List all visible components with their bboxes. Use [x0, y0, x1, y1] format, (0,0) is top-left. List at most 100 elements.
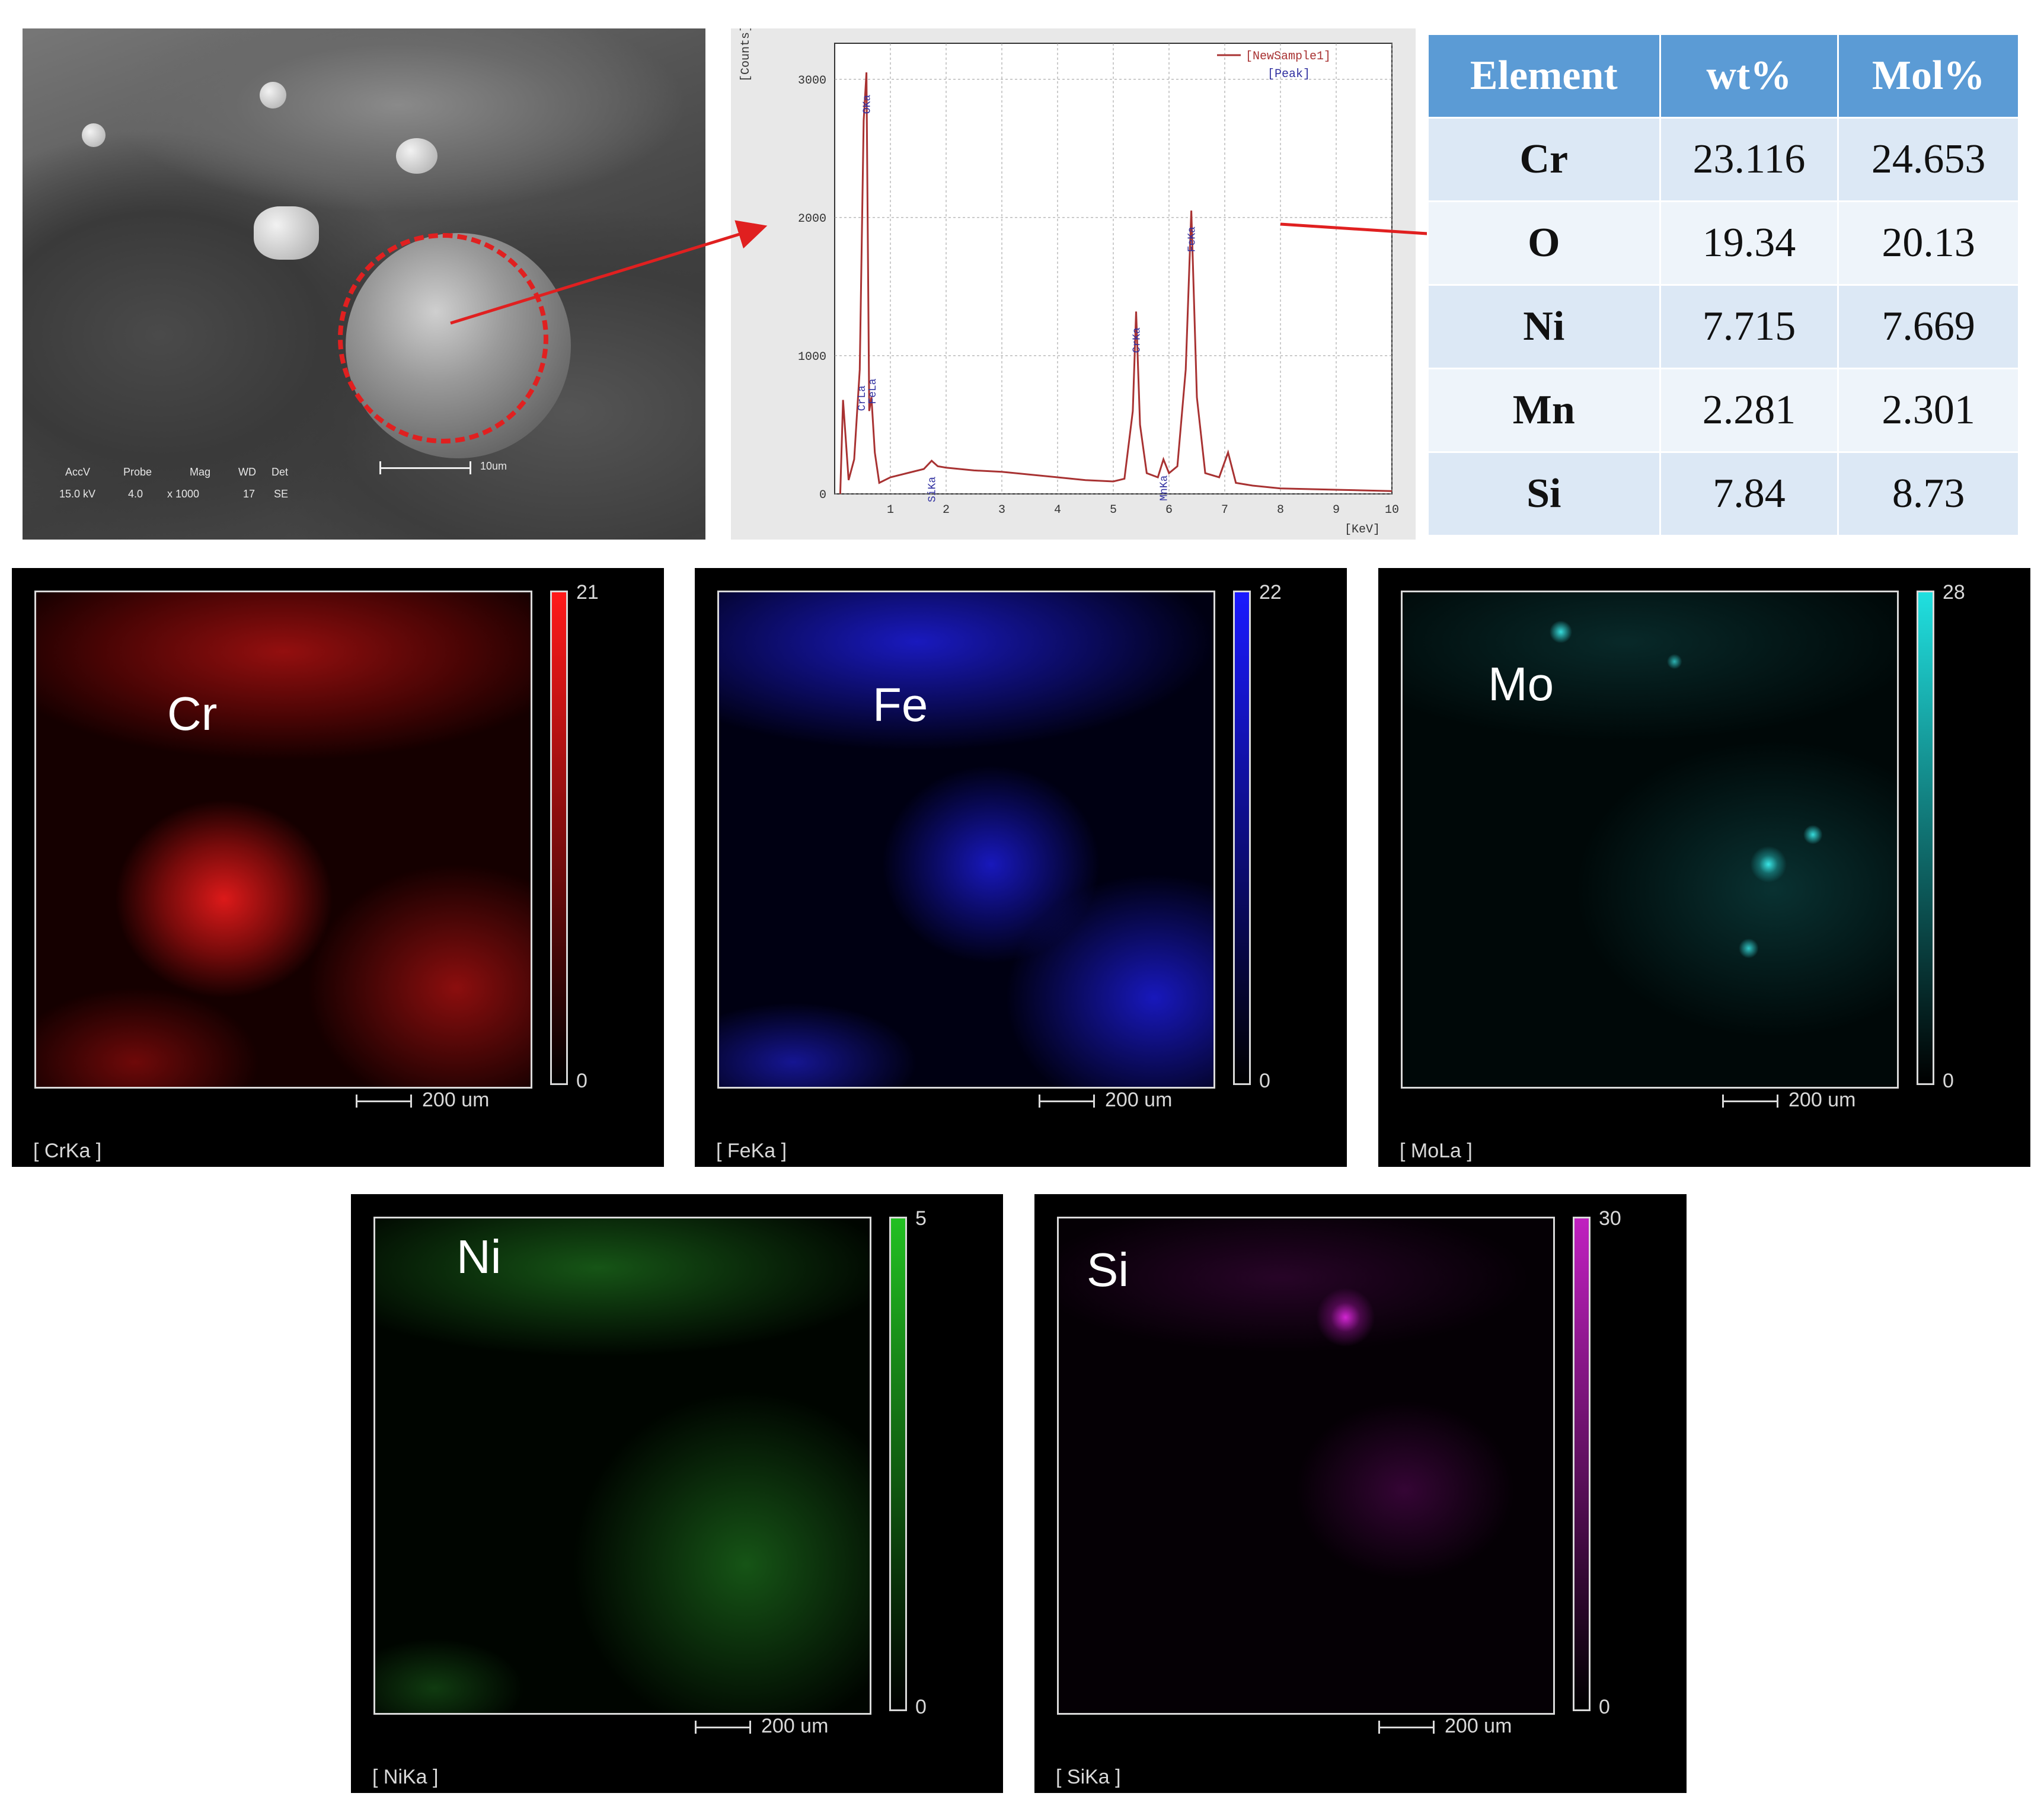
- intensity-bar: [1233, 591, 1251, 1085]
- header-wt: wt%: [1659, 33, 1839, 119]
- peak-label: SiKa: [927, 477, 939, 502]
- y-tick-label: 1000: [798, 350, 826, 364]
- map-scale-label: 200 um: [1788, 1089, 1856, 1111]
- x-tick-label: 3: [998, 503, 1005, 517]
- map-element-label: Fe: [873, 678, 928, 731]
- x-tick-label: 5: [1110, 503, 1117, 517]
- map-scalebar: [695, 1721, 751, 1734]
- legend-entry: [Peak]: [1267, 68, 1310, 81]
- map-panel-cr: Cr 21 0 200 um [ CrKa ]: [12, 568, 664, 1167]
- peak-label: FeKa: [1187, 226, 1199, 252]
- sem-label: AccV: [65, 466, 91, 478]
- cell-wt: 2.281: [1659, 368, 1839, 453]
- particle: [396, 138, 437, 174]
- sem-label: Probe: [123, 466, 152, 478]
- table-row: Ni 7.715 7.669: [1427, 284, 2020, 369]
- cell-mol: 24.653: [1837, 117, 2020, 202]
- sem-value: 4.0: [128, 488, 143, 500]
- sem-value: SE: [274, 488, 289, 500]
- cell-element: Cr: [1427, 117, 1661, 202]
- map-line-label: [ CrKa ]: [33, 1140, 102, 1162]
- axis-ticks: 1 2 3 4 5 6 7 8 9 10 0 1000 2000 3000: [798, 74, 1399, 517]
- cell-mol: 8.73: [1837, 451, 2020, 537]
- table-row: Cr 23.116 24.653: [1427, 117, 2020, 202]
- table-row: Mn 2.281 2.301: [1427, 368, 2020, 453]
- x-tick-label: 10: [1385, 503, 1399, 517]
- map-image: [1057, 1217, 1555, 1715]
- map-image: [717, 591, 1215, 1089]
- map-scalebar: [1378, 1721, 1435, 1734]
- intensity-min: 0: [1259, 1070, 1270, 1092]
- table-row: O 19.34 20.13: [1427, 200, 2020, 286]
- intensity-bar: [1573, 1217, 1591, 1711]
- arrow-sem-to-spectrum: [450, 220, 768, 325]
- cell-wt: 7.715: [1659, 284, 1839, 369]
- cell-mol: 7.669: [1837, 284, 2020, 369]
- particle: [82, 123, 106, 147]
- map-panel-ni: Ni 5 0 200 um [ NiKa ]: [351, 1194, 1003, 1793]
- spectrum-line: [839, 72, 1393, 494]
- sem-label: Mag: [190, 466, 211, 478]
- intensity-max: 28: [1943, 581, 1965, 604]
- map-image: [34, 591, 532, 1089]
- map-element-label: Mo: [1488, 658, 1554, 710]
- peak-label: FeLa: [867, 378, 879, 404]
- map-line-label: [ SiKa ]: [1056, 1766, 1121, 1788]
- x-axis-label: [KeV]: [1344, 523, 1380, 537]
- map-panel-si: Si 30 0 200 um [ SiKa ]: [1034, 1194, 1687, 1793]
- intensity-max: 30: [1599, 1207, 1621, 1230]
- table-header-row: Element wt% Mol%: [1427, 33, 2020, 119]
- sem-value: 17: [243, 488, 256, 500]
- intensity-min: 0: [1599, 1696, 1610, 1718]
- x-tick-label: 8: [1277, 503, 1284, 517]
- map-scale-label: 200 um: [1105, 1089, 1173, 1111]
- x-tick-label: 1: [887, 503, 894, 517]
- map-panel-fe: Fe 22 0 200 um [ FeKa ]: [695, 568, 1347, 1167]
- highlight-circle: [338, 233, 548, 444]
- intensity-bar: [889, 1217, 907, 1711]
- cell-element: Mn: [1427, 368, 1661, 453]
- intensity-max: 22: [1259, 581, 1282, 604]
- intensity-min: 0: [576, 1070, 587, 1092]
- x-tick-label: 7: [1221, 503, 1228, 517]
- sem-value: 15.0 kV: [59, 488, 96, 500]
- map-element-label: Ni: [456, 1230, 502, 1283]
- map-scale-label: 200 um: [422, 1089, 490, 1111]
- sem-scalebar: [379, 461, 471, 474]
- header-element: Element: [1427, 33, 1661, 119]
- x-tick-label: 4: [1054, 503, 1061, 517]
- sem-value: x 1000: [167, 488, 200, 500]
- map-scalebar: [1722, 1095, 1778, 1108]
- particle: [254, 206, 319, 260]
- sem-label: Det: [272, 466, 289, 478]
- map-image: [373, 1217, 871, 1715]
- y-tick-label: 2000: [798, 212, 826, 226]
- peak-label: MnKa: [1159, 475, 1171, 500]
- intensity-bar: [550, 591, 568, 1085]
- x-tick-label: 2: [943, 503, 950, 517]
- y-tick-label: 3000: [798, 74, 826, 88]
- map-line-label: [ MoLa ]: [1400, 1140, 1473, 1162]
- peak-label: CrKa: [1132, 327, 1144, 353]
- cell-wt: 23.116: [1659, 117, 1839, 202]
- peak-label: CrLa: [857, 385, 868, 411]
- x-tick-label: 9: [1333, 503, 1340, 517]
- cell-wt: 7.84: [1659, 451, 1839, 537]
- map-panel-mo: Mo 28 0 200 um [ MoLa ]: [1378, 568, 2030, 1167]
- cell-element: Si: [1427, 451, 1661, 537]
- map-element-label: Cr: [167, 687, 218, 740]
- gridlines: [835, 43, 1393, 494]
- peak-label: OKa: [862, 95, 874, 114]
- sem-scale-label: 10um: [480, 460, 507, 472]
- composition-table: Element wt% Mol% Cr 23.116 24.653 O 19.34 20…: [1427, 33, 2020, 537]
- eds-spectrum: 1 2 3 4 5 6 7 8 9 10 0 1000 2000 3000 CrLa FeLa OKa SiKa…: [731, 28, 1416, 540]
- sem-label: WD: [238, 466, 256, 478]
- cell-mol: 2.301: [1837, 368, 2020, 453]
- y-axis-label: [Counts]: [739, 28, 753, 82]
- cell-mol: 20.13: [1837, 200, 2020, 286]
- header-mol: Mol%: [1837, 33, 2020, 119]
- cell-element: O: [1427, 200, 1661, 286]
- map-line-label: [ NiKa ]: [372, 1766, 439, 1788]
